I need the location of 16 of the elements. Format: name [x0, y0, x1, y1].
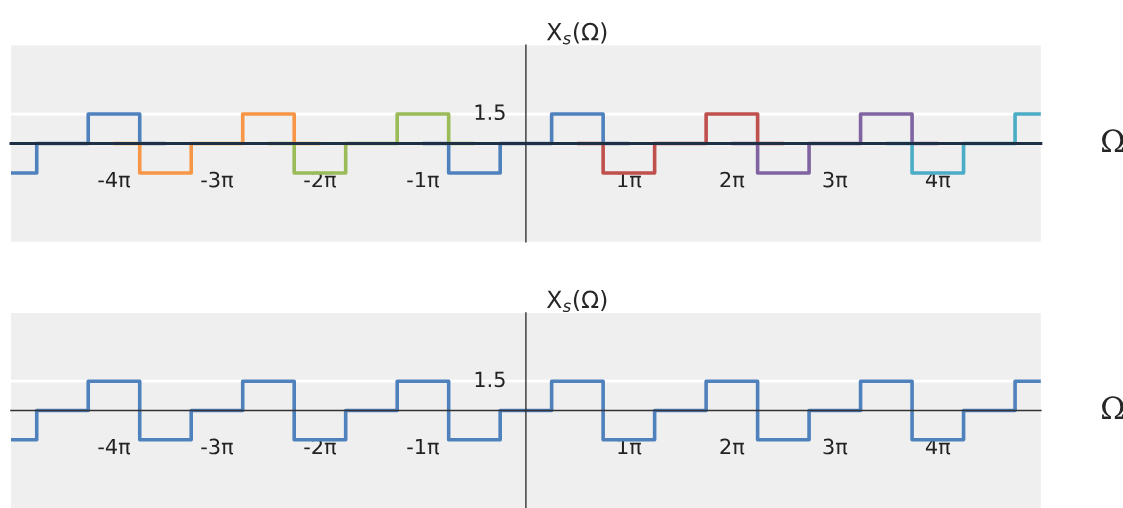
y-axis-title: X$_{s}$(Ω): [546, 290, 607, 313]
annotation: 1.5: [475, 104, 505, 121]
x-tick-label: -3π: [201, 438, 234, 455]
x-tick-label: 3π: [823, 438, 848, 455]
annotation: 1.5: [475, 371, 505, 388]
x-tick-label: -4π: [98, 171, 131, 188]
x-tick-label: 3π: [823, 171, 848, 188]
y-axis-title: X$_{s}$(Ω): [546, 22, 607, 45]
x-axis-title: Ω: [1102, 129, 1123, 152]
x-tick-label: -3π: [201, 171, 234, 188]
x-axis-title: Ω: [1102, 396, 1123, 419]
x-tick-label: -4π: [98, 438, 131, 455]
x-tick-label: -1π: [407, 438, 439, 455]
x-tick-label: -1π: [407, 171, 439, 188]
x-tick-label: 2π: [720, 438, 745, 455]
x-tick-label: 2π: [720, 171, 745, 188]
